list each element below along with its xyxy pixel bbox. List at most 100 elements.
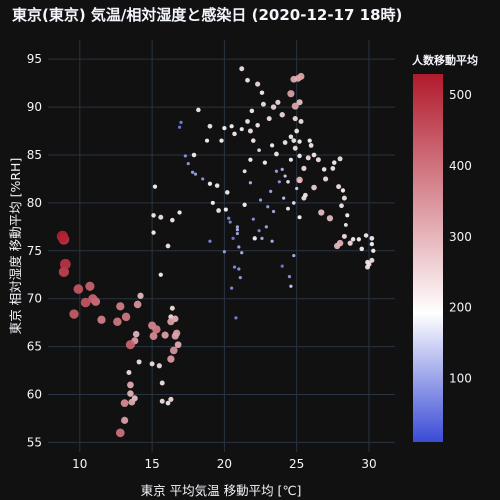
colorbar-title: 人数移動平均 xyxy=(412,53,478,67)
data-point xyxy=(350,237,356,242)
data-point xyxy=(295,186,299,191)
data-point xyxy=(292,115,298,122)
data-point xyxy=(260,101,266,107)
data-points xyxy=(56,66,376,438)
data-point xyxy=(251,217,255,221)
data-point xyxy=(286,179,290,184)
data-point xyxy=(245,77,250,83)
data-point xyxy=(242,169,247,174)
data-point xyxy=(239,127,244,132)
data-point xyxy=(291,201,296,205)
data-point xyxy=(227,216,231,220)
data-point xyxy=(196,107,201,113)
data-point xyxy=(269,143,275,148)
data-point xyxy=(235,228,240,232)
data-point xyxy=(132,330,140,338)
data-point xyxy=(257,229,261,233)
data-point xyxy=(193,172,198,176)
data-point xyxy=(207,123,213,129)
data-point xyxy=(232,265,237,269)
data-point xyxy=(231,236,235,240)
data-point xyxy=(264,225,268,229)
data-point xyxy=(126,369,132,375)
x-tick-label: 20 xyxy=(217,457,232,471)
data-point xyxy=(125,340,135,350)
data-point xyxy=(234,316,238,320)
data-point xyxy=(69,309,79,319)
data-point xyxy=(274,151,279,157)
data-point xyxy=(296,176,303,184)
data-point xyxy=(242,202,247,207)
data-point xyxy=(219,138,224,143)
y-tick-label: 95 xyxy=(27,52,42,66)
x-tick-label: 25 xyxy=(289,457,304,471)
colorbar-tick-labels: 100 200 300 400 500 xyxy=(449,88,472,385)
grid xyxy=(48,40,395,452)
data-point xyxy=(280,264,284,268)
data-point xyxy=(341,233,347,239)
data-point xyxy=(225,190,230,195)
data-point xyxy=(356,237,362,242)
data-point xyxy=(80,297,91,308)
data-point xyxy=(282,196,286,200)
data-point xyxy=(282,140,288,145)
data-point xyxy=(297,215,302,220)
data-point xyxy=(232,131,237,137)
data-point xyxy=(274,169,279,173)
data-point xyxy=(363,233,369,238)
y-tick-labels: 55 60 65 70 75 80 85 90 95 xyxy=(27,52,42,449)
data-point xyxy=(321,167,327,172)
data-point xyxy=(127,381,134,389)
data-point xyxy=(255,123,260,128)
colorbar xyxy=(413,74,443,442)
data-point xyxy=(252,236,257,241)
data-point xyxy=(159,398,165,404)
data-point xyxy=(237,267,241,271)
data-point xyxy=(214,183,220,188)
data-point xyxy=(149,332,158,340)
data-point xyxy=(165,400,171,406)
data-point xyxy=(301,195,307,201)
data-point xyxy=(174,341,182,349)
data-point xyxy=(292,145,298,151)
data-point xyxy=(235,231,240,236)
data-point xyxy=(297,72,305,80)
data-point xyxy=(248,157,253,162)
data-point xyxy=(167,318,175,326)
data-point xyxy=(280,167,284,171)
data-point xyxy=(137,292,144,299)
y-tick-label: 85 xyxy=(27,148,42,162)
data-point xyxy=(205,138,210,143)
chart-title: 東京(東京) 気温/相対湿度と感染日 (2020-12-17 18時) xyxy=(12,6,402,24)
data-point xyxy=(207,181,213,186)
data-point xyxy=(371,248,376,253)
data-point xyxy=(255,81,261,87)
data-point xyxy=(271,209,276,214)
data-point xyxy=(291,138,297,143)
data-point xyxy=(121,312,131,322)
data-point xyxy=(298,118,304,124)
data-point xyxy=(59,258,71,270)
data-point xyxy=(259,90,265,95)
data-point xyxy=(190,170,195,174)
data-point xyxy=(223,207,228,212)
data-point xyxy=(136,359,142,365)
data-point xyxy=(179,120,183,124)
data-point xyxy=(161,331,169,339)
data-point xyxy=(291,102,299,110)
data-point xyxy=(315,157,321,163)
data-point xyxy=(266,116,272,122)
data-point xyxy=(277,180,281,184)
data-point xyxy=(283,174,287,178)
data-point xyxy=(56,230,69,243)
data-point xyxy=(341,195,347,201)
data-point xyxy=(85,281,95,291)
data-point xyxy=(311,184,317,191)
data-point xyxy=(275,99,281,105)
data-point xyxy=(279,112,285,118)
data-point xyxy=(332,160,337,165)
data-point xyxy=(127,390,134,397)
data-point xyxy=(121,416,129,424)
data-point xyxy=(222,250,226,254)
